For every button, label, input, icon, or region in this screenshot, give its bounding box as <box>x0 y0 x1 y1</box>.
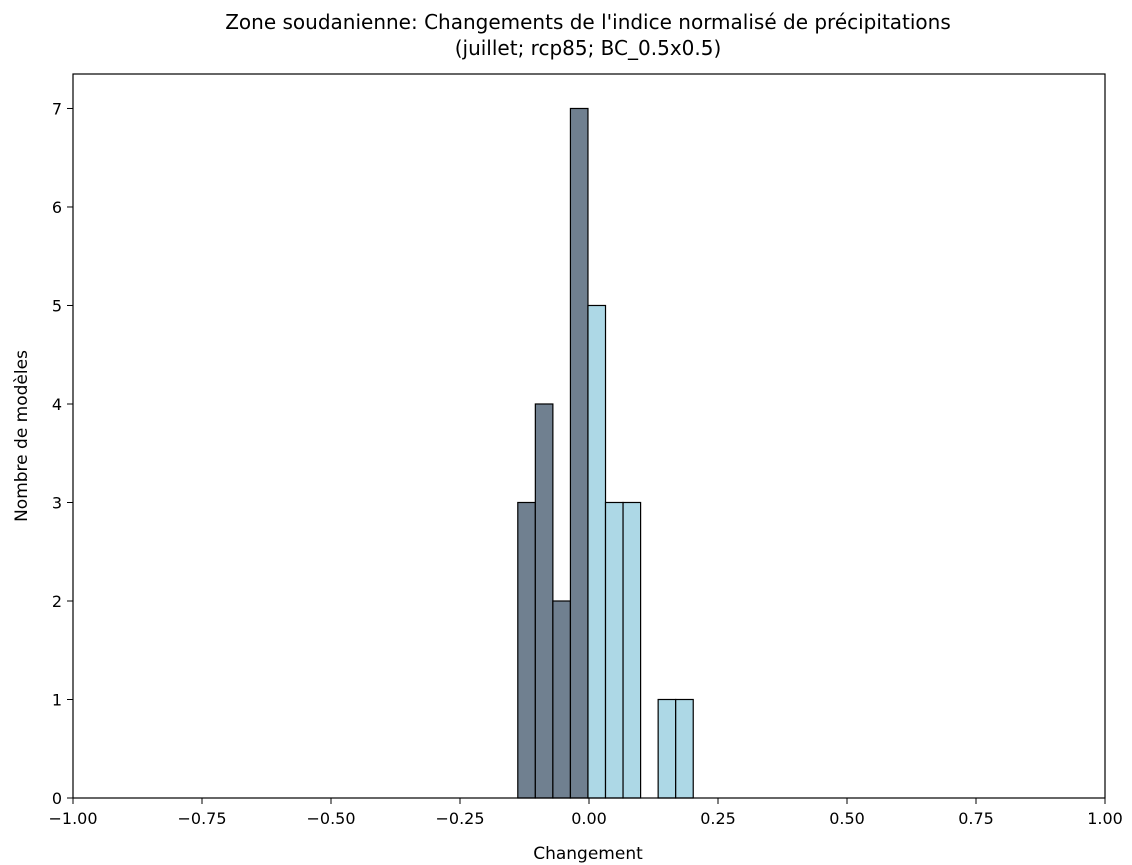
histogram-bar-negative <box>569 107 589 799</box>
histogram-bar-positive <box>675 698 694 799</box>
histogram-bar-positive <box>604 501 624 799</box>
histogram-bar-positive <box>657 698 677 799</box>
histogram-bar-positive <box>622 501 642 799</box>
chart-title: Zone soudanienne: Changements de l'indic… <box>225 10 951 34</box>
x-tick-label: 1.00 <box>1087 809 1123 828</box>
x-tick-label: 0.00 <box>571 809 607 828</box>
histogram-bar-negative <box>517 501 536 799</box>
y-axis-label: Nombre de modèles <box>12 350 32 522</box>
x-axis-ticks: −1.00 −0.75 −0.50 −0.25 0.00 0.25 0.50 0.75 1.00 <box>48 798 1123 828</box>
x-axis-label: Changement <box>533 844 643 864</box>
y-tick-label: 2 <box>52 592 62 611</box>
y-tick-label: 3 <box>52 493 62 512</box>
y-tick-label: 1 <box>52 690 62 709</box>
x-tick-label: 0.75 <box>958 809 994 828</box>
x-tick-label: 0.50 <box>829 809 865 828</box>
x-tick-label: −0.75 <box>177 809 226 828</box>
x-tick-label: −0.50 <box>306 809 355 828</box>
y-tick-label: 0 <box>52 789 62 808</box>
x-tick-label: −0.25 <box>435 809 484 828</box>
y-tick-label: 6 <box>52 198 62 217</box>
y-tick-label: 4 <box>52 395 62 414</box>
y-tick-label: 5 <box>52 296 62 315</box>
x-tick-label: 0.25 <box>700 809 736 828</box>
histogram-bar-negative <box>552 600 572 799</box>
x-tick-label: −1.00 <box>48 809 97 828</box>
bars-group <box>517 107 694 799</box>
y-axis-ticks: 0 1 2 3 4 5 6 7 <box>52 99 73 808</box>
histogram-bar-negative <box>534 403 554 799</box>
y-tick-label: 7 <box>52 99 62 118</box>
chart-subtitle: (juillet; rcp85; BC_0.5x0.5) <box>455 36 722 60</box>
histogram-bar-positive <box>587 304 607 799</box>
